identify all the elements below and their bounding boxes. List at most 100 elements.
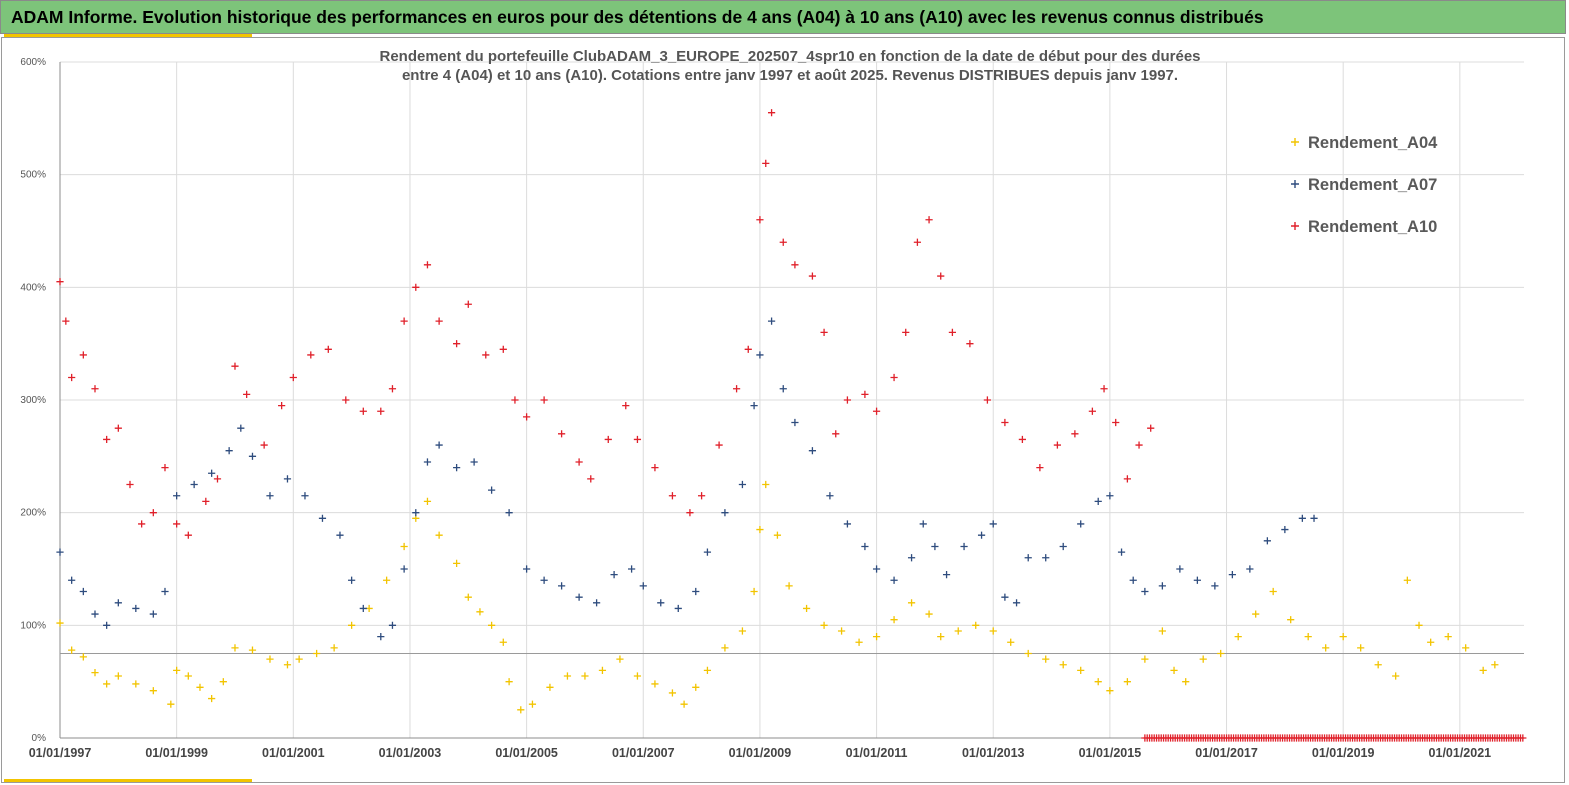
data-point xyxy=(114,599,122,607)
x-tick-label: 01/01/2003 xyxy=(379,746,442,760)
data-point xyxy=(756,216,764,224)
data-point xyxy=(581,672,589,680)
x-tick-labels: 01/01/1997 01/01/1999 01/01/2001 01/01/2003… xyxy=(29,746,1491,760)
data-point xyxy=(423,458,432,466)
data-point xyxy=(1357,644,1365,652)
data-point xyxy=(68,646,76,654)
legend-marker xyxy=(1291,180,1299,188)
data-point xyxy=(1403,576,1411,584)
data-point xyxy=(324,345,332,353)
data-point xyxy=(342,396,350,404)
data-point xyxy=(1094,678,1102,686)
data-point xyxy=(482,351,490,359)
data-point xyxy=(750,587,758,596)
data-point xyxy=(1059,542,1067,551)
zero-band xyxy=(1141,734,1527,742)
data-point xyxy=(359,407,367,415)
x-tick-label: 01/01/2019 xyxy=(1312,746,1375,760)
data-point xyxy=(505,509,513,517)
data-point xyxy=(1007,638,1015,646)
data-point xyxy=(721,509,729,517)
data-point xyxy=(330,644,338,652)
data-point xyxy=(1053,441,1061,449)
data-point xyxy=(388,385,397,393)
data-point xyxy=(383,576,391,584)
data-point xyxy=(1263,537,1271,545)
data-point xyxy=(1392,672,1400,680)
data-point xyxy=(1147,424,1155,432)
data-point xyxy=(622,402,630,410)
data-point xyxy=(651,680,659,688)
data-point xyxy=(558,582,566,590)
data-point xyxy=(523,565,531,573)
data-point xyxy=(318,514,327,522)
data-point xyxy=(907,599,916,607)
data-point xyxy=(412,509,420,517)
data-point xyxy=(348,621,356,629)
data-point xyxy=(103,680,111,688)
data-point xyxy=(890,616,898,624)
data-point xyxy=(966,340,974,348)
data-point xyxy=(161,464,169,472)
data-point xyxy=(639,582,647,590)
data-point xyxy=(738,480,747,489)
data-point xyxy=(1234,633,1242,641)
data-point xyxy=(1117,548,1126,556)
data-point xyxy=(1281,525,1289,534)
data-point xyxy=(604,435,612,444)
data-point xyxy=(942,571,951,579)
data-point xyxy=(523,413,531,421)
data-point xyxy=(68,576,76,584)
data-point xyxy=(1012,599,1021,607)
data-point xyxy=(1042,554,1050,562)
chart-title-line-2: entre 4 (A04) et 10 ans (A10). Cotations… xyxy=(402,67,1178,84)
data-point xyxy=(505,678,513,686)
data-point xyxy=(651,464,659,472)
data-point xyxy=(266,492,274,500)
data-point xyxy=(890,373,898,382)
data-point xyxy=(1199,655,1207,663)
data-point xyxy=(861,390,869,398)
y-tick-label: 500% xyxy=(20,170,46,181)
data-point xyxy=(1228,571,1236,579)
data-point xyxy=(668,689,677,697)
data-point xyxy=(826,492,834,500)
data-point xyxy=(412,283,420,291)
data-point xyxy=(1491,661,1499,669)
data-point xyxy=(1018,435,1026,444)
data-point xyxy=(219,678,227,686)
data-point xyxy=(756,351,764,359)
x-tick-label: 01/01/2013 xyxy=(962,746,1025,760)
data-point xyxy=(283,661,292,669)
data-point xyxy=(820,328,828,336)
data-point xyxy=(540,576,548,584)
y-tick-label: 400% xyxy=(20,282,46,293)
data-point xyxy=(79,587,87,596)
data-point xyxy=(697,492,706,500)
data-point xyxy=(913,238,922,246)
data-point xyxy=(593,599,601,607)
data-point xyxy=(861,542,869,551)
x-tick-label: 01/01/2007 xyxy=(612,746,675,760)
data-point xyxy=(563,672,572,680)
data-point xyxy=(528,700,537,708)
data-point xyxy=(558,430,566,438)
data-point xyxy=(138,520,146,528)
data-point xyxy=(435,317,443,325)
data-point xyxy=(989,627,997,635)
legend-label: Rendement_A10 xyxy=(1308,218,1437,236)
y-tick-label: 100% xyxy=(20,620,46,631)
data-point xyxy=(213,475,222,483)
data-point xyxy=(575,458,583,466)
data-point xyxy=(377,633,385,641)
data-point xyxy=(744,345,752,353)
data-point xyxy=(173,492,181,500)
data-point xyxy=(540,396,548,404)
legend-label: Rendement_A04 xyxy=(1308,134,1438,152)
x-tick-label: 01/01/2001 xyxy=(262,746,325,760)
data-point xyxy=(231,362,239,370)
data-point xyxy=(1036,464,1044,472)
data-point xyxy=(972,621,980,629)
data-point xyxy=(400,565,408,573)
